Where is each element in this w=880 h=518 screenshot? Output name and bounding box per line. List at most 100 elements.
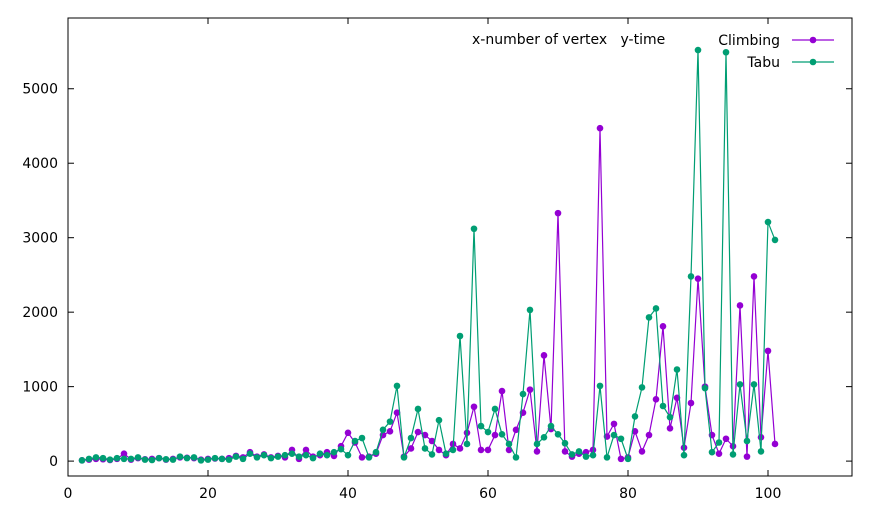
data-point [337, 445, 345, 453]
data-point [561, 448, 569, 455]
data-point [344, 429, 352, 437]
data-point [596, 382, 604, 390]
data-point [92, 454, 100, 461]
series-climbing [78, 124, 779, 464]
data-point [428, 451, 436, 458]
data-point [722, 48, 730, 56]
x-tick-label: 60 [479, 486, 497, 502]
data-point [505, 440, 513, 448]
data-point [659, 323, 667, 330]
data-point [456, 332, 464, 340]
data-point [302, 446, 310, 454]
data-point [624, 455, 632, 463]
legend-label: Climbing [718, 33, 780, 49]
data-point [393, 409, 401, 416]
data-point [512, 454, 520, 461]
data-point [477, 422, 485, 430]
data-point [470, 403, 478, 411]
data-point [491, 431, 499, 439]
data-point [414, 405, 422, 413]
data-point [596, 124, 604, 132]
data-point [533, 440, 541, 448]
legend: Climbing Tabu [718, 33, 834, 71]
x-tick-label: 40 [339, 486, 357, 502]
plot-area [78, 46, 779, 464]
data-point [400, 454, 408, 461]
data-point [449, 446, 457, 454]
data-point [316, 450, 324, 457]
data-point [442, 450, 450, 457]
data-point [330, 448, 338, 456]
data-point [750, 273, 758, 280]
data-point [708, 448, 716, 456]
data-point [435, 416, 443, 424]
y-tick-label: 4000 [22, 156, 58, 172]
data-point [771, 440, 779, 448]
data-point [456, 445, 464, 452]
data-point [246, 450, 254, 457]
data-point [106, 456, 114, 463]
data-point [323, 451, 331, 459]
data-point [358, 434, 366, 442]
data-point [421, 445, 429, 452]
data-point [498, 430, 506, 438]
x-tick-label: 100 [755, 486, 782, 502]
data-point [99, 454, 107, 462]
data-point [582, 453, 590, 460]
data-point [547, 422, 555, 430]
data-point [554, 209, 562, 217]
data-point [652, 305, 660, 312]
data-point [120, 455, 128, 463]
data-point [435, 446, 443, 454]
data-point [260, 451, 268, 459]
data-point [512, 426, 520, 434]
data-point [764, 218, 772, 226]
data-point [463, 440, 471, 448]
data-point [603, 454, 611, 461]
data-point [638, 448, 646, 455]
chart-annotation: x-number of vertex y-time [472, 32, 665, 48]
data-point [561, 439, 569, 447]
data-point [183, 454, 191, 462]
data-point [680, 451, 688, 459]
data-point [715, 450, 723, 457]
data-point [757, 448, 765, 455]
y-axis: 0 1000 2000 3000 4000 5000 [22, 82, 852, 470]
data-point [666, 425, 674, 432]
data-point [134, 454, 142, 461]
data-point [484, 446, 492, 454]
data-point [372, 448, 380, 456]
data-point [351, 437, 359, 445]
data-point [533, 448, 541, 455]
data-point [736, 381, 744, 388]
data-point [211, 454, 219, 462]
plot-frame [67, 17, 853, 477]
data-point [491, 405, 499, 413]
data-point [141, 456, 149, 463]
data-point [428, 437, 436, 445]
data-point [694, 275, 702, 282]
data-point [729, 451, 737, 458]
x-tick-label: 80 [619, 486, 637, 502]
data-point [344, 451, 352, 459]
data-point [78, 457, 86, 464]
data-point [379, 426, 387, 434]
data-point [477, 446, 485, 454]
series-tabu [78, 46, 779, 464]
series-line [81, 50, 776, 461]
data-point [687, 399, 695, 407]
data-point [358, 454, 366, 461]
data-point [526, 306, 534, 314]
data-point [617, 435, 625, 443]
data-point [554, 430, 562, 438]
data-point [232, 453, 240, 460]
data-point [365, 454, 373, 461]
data-point [169, 456, 177, 463]
data-point [701, 384, 709, 392]
data-point [414, 428, 422, 436]
data-point [253, 454, 261, 461]
data-point [386, 428, 394, 435]
data-point [267, 454, 275, 462]
data-point [274, 453, 282, 460]
